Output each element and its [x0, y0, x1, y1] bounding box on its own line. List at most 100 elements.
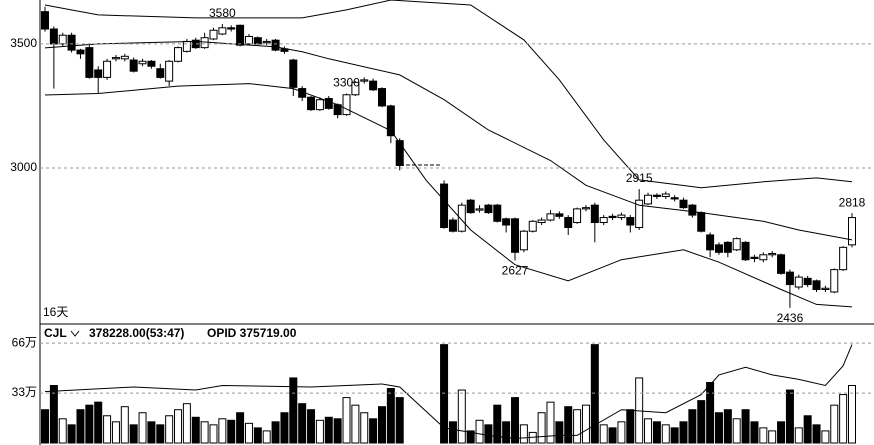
volume-bar [76, 409, 85, 444]
opid-label: OPID 375719.00 [207, 326, 297, 340]
volume-bar [803, 415, 812, 444]
volume-bar [94, 401, 103, 444]
candle-body [103, 60, 112, 78]
candle-body [564, 217, 573, 228]
volume-bar [156, 424, 165, 444]
volume-bar [218, 418, 227, 444]
volume-bar [41, 409, 49, 444]
volume-bar [537, 412, 546, 444]
volume-bar [111, 421, 120, 444]
volume-bar [236, 412, 245, 444]
candle-body [750, 256, 759, 259]
volume-bar [351, 404, 360, 444]
candle-body [848, 217, 856, 246]
candle-body [519, 230, 528, 251]
candle-body [661, 193, 670, 197]
candle-body [635, 199, 644, 228]
candle-body [502, 218, 511, 226]
candle-body [581, 207, 590, 210]
candle-body [209, 29, 218, 40]
candle-body [706, 234, 715, 251]
volume-bar [732, 418, 741, 444]
extreme-label: 2818 [839, 195, 866, 209]
volume-bar [342, 397, 351, 444]
band-line [44, 83, 853, 308]
candle-body [714, 244, 723, 253]
volume-ma-line [44, 344, 853, 440]
volume-panel [41, 344, 856, 444]
candle-body [670, 197, 679, 200]
volume-bar [484, 424, 493, 444]
candle-body [360, 79, 369, 82]
volume-bar [253, 427, 262, 444]
candle-body [785, 271, 794, 286]
volume-bar [58, 418, 67, 444]
volume-bar [165, 415, 174, 444]
candle-body [741, 241, 750, 261]
volume-bar [271, 421, 280, 444]
volume-bar [49, 385, 58, 444]
volume-bar [120, 406, 129, 444]
candle-body [76, 49, 85, 55]
dropdown-chevron[interactable] [70, 330, 80, 337]
volume-bar [227, 419, 236, 444]
candle-body [644, 194, 653, 205]
volume-bar [333, 418, 342, 444]
candle-body [688, 204, 697, 216]
volume-bar [555, 421, 564, 444]
volume-bar [209, 424, 218, 444]
volume-bar [147, 421, 156, 444]
candle-body [351, 81, 360, 96]
candle-body [511, 218, 520, 253]
candle-body [342, 94, 351, 116]
candle-body [111, 57, 120, 60]
candle-body [599, 217, 608, 224]
candle-body [546, 213, 555, 221]
candle-body [457, 204, 466, 232]
volume-bar [67, 424, 76, 444]
indicator-name[interactable]: CJL [44, 326, 67, 340]
volume-bar [723, 409, 732, 444]
candle-body [253, 37, 262, 45]
extreme-label: 2436 [777, 311, 804, 325]
candle-body [697, 212, 706, 232]
candle-body [289, 59, 298, 88]
volume-bar [741, 409, 750, 444]
candle-body [147, 60, 156, 67]
volume-bar [706, 381, 715, 444]
volume-bar [377, 406, 386, 444]
candle-body [608, 215, 617, 219]
volume-bar [573, 409, 582, 444]
volume-bar [360, 412, 369, 444]
volume-bar [280, 412, 289, 444]
candle-body [120, 55, 129, 60]
volume-bar [581, 404, 590, 444]
candle-body [466, 199, 475, 214]
volume-bar [502, 421, 511, 444]
volume-bar [440, 344, 449, 444]
volume-bar [457, 389, 466, 444]
candle-body [271, 39, 280, 51]
volume-bar [697, 400, 706, 444]
volume-bar [794, 427, 803, 444]
volume-bar [129, 424, 138, 444]
candle-body [94, 69, 103, 78]
candle-body [555, 213, 564, 217]
candle-body [803, 277, 812, 286]
candle-body [41, 11, 49, 30]
volume-bar [644, 418, 653, 444]
extreme-label: 3300 [333, 76, 360, 90]
volume-bar [448, 421, 457, 444]
candle-body [493, 204, 502, 222]
candle-body [759, 254, 768, 261]
candle-body [85, 47, 94, 78]
volume-bar [324, 416, 333, 444]
volume-bar [307, 409, 316, 444]
volume-bar [298, 403, 307, 444]
candle-body [484, 204, 493, 214]
volume-bar [475, 419, 484, 444]
candle-body [129, 59, 138, 72]
